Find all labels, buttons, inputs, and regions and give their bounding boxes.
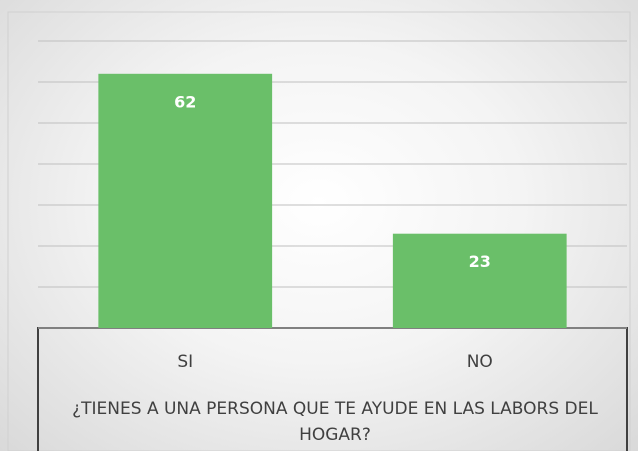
x-tick-label: SI [177, 352, 193, 372]
data-label: 23 [469, 252, 491, 271]
x-axis-title: ¿TIENES A UNA PERSONA QUE TE AYUDE EN LA… [72, 399, 598, 445]
bar [98, 73, 273, 328]
chart-border [7, 11, 631, 451]
x-tick-label: NO [467, 352, 493, 372]
bar [392, 233, 567, 328]
data-label: 62 [174, 92, 196, 111]
